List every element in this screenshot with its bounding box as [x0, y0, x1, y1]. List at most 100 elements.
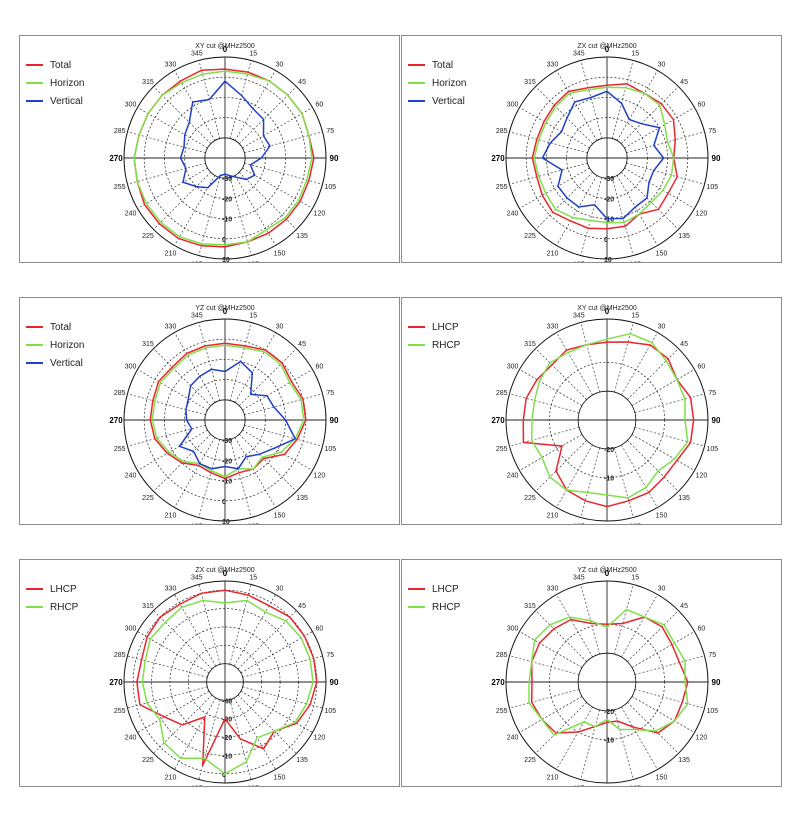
angle-tick-label: 270: [109, 678, 123, 687]
grid-spoke: [234, 175, 276, 246]
angle-tick-label: 345: [573, 51, 585, 58]
radial-tick-label: 10: [222, 519, 230, 525]
legend-swatch: [26, 362, 43, 364]
angle-tick-label: 285: [496, 390, 508, 397]
grid-spoke: [244, 131, 323, 154]
angle-tick-label: 0: [223, 569, 228, 578]
grid-spoke: [624, 167, 695, 209]
angle-tick-label: 105: [706, 184, 718, 191]
angle-tick-label: 15: [631, 51, 639, 58]
legend-label: LHCP: [432, 583, 459, 595]
angle-tick-label: 0: [605, 569, 610, 578]
radial-tick-label: -10: [604, 476, 614, 483]
grid-spoke: [198, 584, 221, 665]
angle-tick-label: 30: [658, 586, 666, 593]
angle-tick-label: 270: [109, 154, 123, 163]
grid-spoke: [535, 86, 593, 144]
angle-tick-label: 330: [165, 62, 177, 69]
series-line-lhcp: [530, 616, 689, 734]
grid-spoke: [556, 706, 593, 770]
radial-tick-label: 0: [604, 237, 608, 244]
polar-chart: XY cut @MHz25000153045607590105120135150…: [109, 43, 339, 263]
angle-tick-label: 150: [656, 774, 668, 781]
angle-tick-label: 75: [708, 652, 716, 659]
angle-tick-label: 90: [712, 416, 721, 425]
angle-tick-label: 0: [605, 307, 610, 316]
legend-label: LHCP: [50, 583, 77, 595]
angle-tick-label: 15: [631, 575, 639, 582]
grid-spoke: [626, 162, 705, 185]
angle-tick-label: 285: [114, 128, 126, 135]
polar-chart: XY cut @MHz25000153045607590105120135150…: [491, 305, 721, 525]
series-line-vertical: [178, 360, 297, 470]
legend-label: Total: [50, 59, 72, 71]
legend: Total Horizon Vertical: [26, 56, 84, 110]
polar-chart: ZX cut @MHz25000153045607590105120135150…: [491, 43, 721, 262]
grid-spoke: [242, 107, 313, 149]
angle-tick-label: 135: [678, 233, 690, 240]
angle-tick-label: 45: [298, 603, 306, 610]
grid-spoke: [535, 610, 587, 662]
grid-spoke: [634, 427, 705, 447]
series-line-horizon: [133, 70, 313, 246]
grid-spoke: [509, 427, 580, 447]
angle-tick-label: 120: [314, 735, 326, 742]
angle-tick-label: 300: [125, 102, 137, 109]
legend-swatch: [408, 64, 425, 66]
series-line-rhcp: [141, 599, 314, 775]
grid-spoke: [631, 631, 695, 668]
angle-tick-label: 165: [629, 523, 641, 525]
legend-label: Horizon: [50, 339, 85, 351]
angle-tick-label: 315: [524, 603, 536, 610]
angle-tick-label: 45: [680, 79, 688, 86]
angle-tick-label: 195: [573, 785, 585, 787]
angle-tick-label: 105: [324, 184, 336, 191]
angle-tick-label: 315: [142, 79, 154, 86]
grid-spoke: [174, 437, 216, 508]
angle-tick-label: 90: [330, 678, 339, 687]
radial-tick-label: -10: [604, 217, 614, 224]
angle-tick-label: 195: [191, 785, 203, 787]
grid-spoke: [580, 60, 603, 139]
grid-spoke: [244, 162, 323, 185]
grid-spoke: [621, 172, 679, 230]
angle-tick-label: 30: [658, 324, 666, 331]
legend-item: Vertical: [26, 354, 84, 372]
angle-tick-label: 210: [547, 512, 559, 519]
panel-zx-cut-circular: ZX cut @MHz2500 0 15 30 45 60 75 90 105 120 135 150…: [19, 559, 400, 787]
legend-label: Total: [432, 59, 454, 71]
angle-tick-label: 150: [274, 774, 286, 781]
legend: LHCP RHCP: [408, 318, 460, 354]
angle-tick-label: 285: [496, 128, 508, 135]
angle-tick-label: 285: [114, 652, 126, 659]
chart-title: YZ cut @MHz2500: [577, 567, 636, 574]
angle-tick-label: 30: [276, 62, 284, 69]
legend-item: RHCP: [26, 598, 78, 616]
angle-tick-label: 45: [680, 603, 688, 610]
grid-spoke: [580, 584, 600, 655]
grid-spoke: [626, 131, 705, 154]
grid-spoke: [611, 177, 634, 256]
grid-spoke: [519, 369, 583, 406]
angle-tick-label: 210: [165, 250, 177, 257]
angle-tick-label: 255: [114, 184, 126, 191]
grid-spoke: [127, 131, 206, 154]
legend-item: RHCP: [408, 336, 460, 354]
angle-tick-label: 330: [547, 324, 559, 331]
legend-item: Horizon: [26, 74, 84, 92]
grid-spoke: [233, 594, 276, 667]
panel-xy-cut-circular: XY cut @MHz2500 0 15 30 45 60 75 90 105 120 135 150…: [401, 297, 782, 525]
legend: Total Horizon Vertical: [26, 318, 84, 372]
radial-tick-label: -30: [222, 717, 232, 724]
angle-tick-label: 135: [296, 495, 308, 502]
grid-spoke: [198, 699, 221, 780]
grid-spoke: [621, 594, 658, 658]
angle-tick-label: 120: [696, 473, 708, 480]
radial-tick-label: 10: [222, 257, 230, 263]
angle-tick-label: 330: [547, 62, 559, 69]
legend-label: Total: [50, 321, 72, 333]
series-line-total: [531, 83, 678, 230]
angle-tick-label: 120: [314, 211, 326, 218]
angle-tick-label: 105: [706, 446, 718, 453]
